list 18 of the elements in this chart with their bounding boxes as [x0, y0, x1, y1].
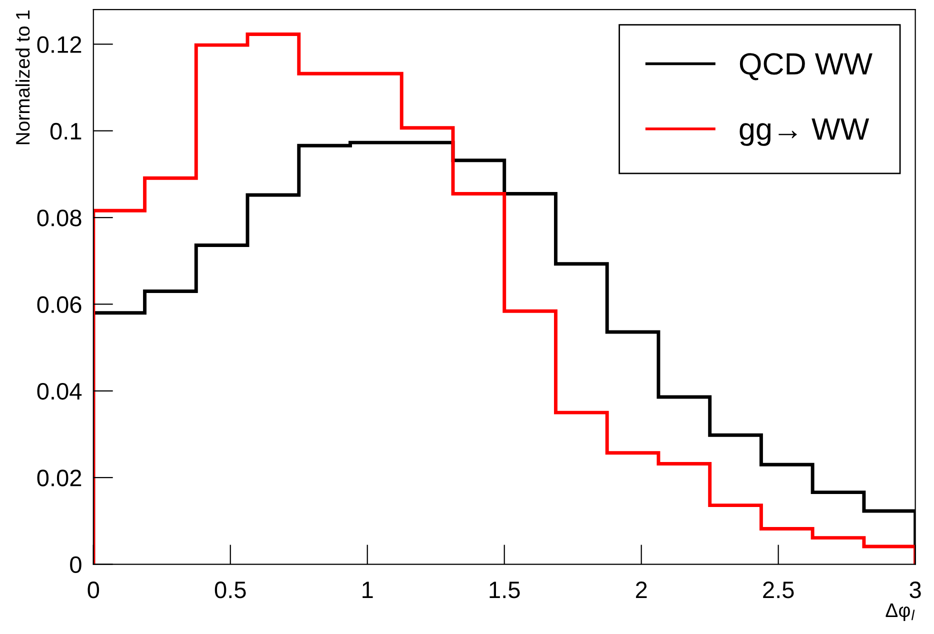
x-tick-label: 1.5 [490, 582, 520, 598]
x-tick-label: 0 [88, 582, 100, 598]
y-axis-title: Normalized to 1 [15, 10, 30, 144]
y-tick-label: 0.1 [50, 122, 82, 140]
x-axis-title: Δφ$_{l}$ [886, 604, 915, 621]
y-tick-label: 0.04 [37, 382, 82, 400]
y-tick-label: 0.02 [37, 470, 82, 486]
y-tick-label: 0.12 [37, 36, 82, 53]
x-tick-label: 2 [636, 582, 647, 598]
x-tick-label: 3 [910, 582, 921, 598]
y-tick-label: 0 [70, 556, 82, 574]
y-tick-label: 0.08 [37, 210, 82, 226]
legend-label: QCD WW [740, 53, 872, 80]
x-tick-label: 0.5 [214, 582, 246, 598]
x-tick-label: 1 [362, 582, 373, 598]
legend-label: gg→ WW [740, 118, 870, 146]
y-tick-label: 0.06 [37, 296, 82, 314]
x-tick-label: 2.5 [763, 582, 794, 598]
